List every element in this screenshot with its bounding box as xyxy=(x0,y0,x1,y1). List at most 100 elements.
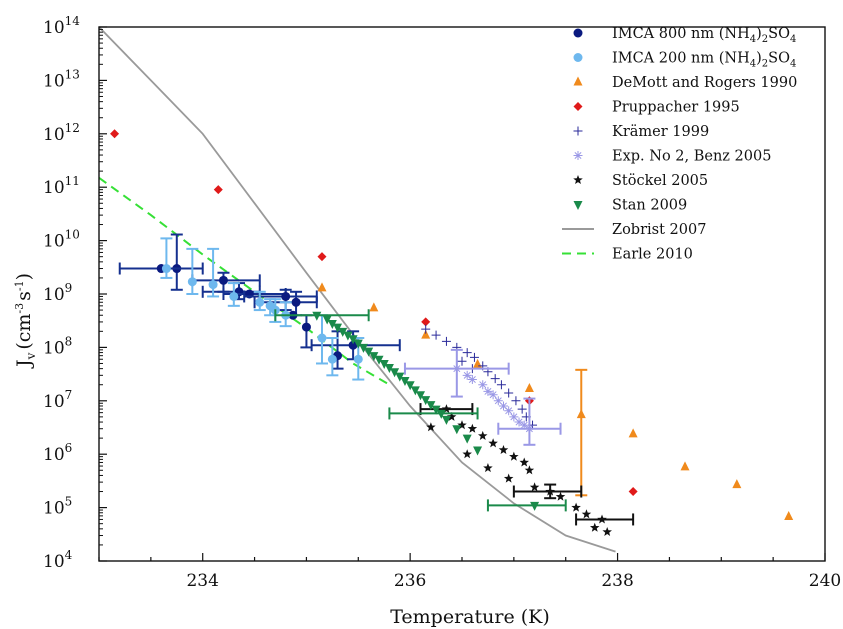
data-point-demott-and-rogers-1990-4 xyxy=(524,382,534,392)
y-tick-label: 108 xyxy=(43,334,72,358)
legend-label-text: SO xyxy=(768,51,790,67)
data-point-st-ckel-2005-5 xyxy=(488,438,498,448)
legend-marker-pruppacher-1995 xyxy=(573,102,583,111)
data-point-st-ckel-2005-7 xyxy=(509,451,519,461)
y-tick-label-exponent: 10 xyxy=(65,228,80,242)
data-point-st-ckel-2005-3 xyxy=(467,423,478,433)
legend-label-subscript: 4 xyxy=(790,59,796,70)
legend-label-stan-2009: Stan 2009 xyxy=(612,198,687,214)
y-tick-label-base: 10 xyxy=(43,18,65,38)
data-point-st-ckel-2005-11 xyxy=(462,449,472,459)
legend-label-subscript: 4 xyxy=(750,59,756,70)
y-tick-label: 1014 xyxy=(43,14,80,38)
data-point-stan-2009-14 xyxy=(390,368,400,378)
legend-label-subscript: 2 xyxy=(762,34,768,45)
y-axis-title-sub: v xyxy=(24,352,38,360)
data-point-st-ckel-2005-20 xyxy=(590,522,600,532)
y-axis-title-unit-exp1: -3 xyxy=(13,303,26,314)
data-point-kr-mer-1999-8 xyxy=(490,374,500,384)
y-axis-title: Jv (cm-3 s-1) xyxy=(13,273,38,369)
legend-label-demott-and-rogers-1990: DeMott and Rogers 1990 xyxy=(612,75,797,91)
data-point-stan-2009-0 xyxy=(312,311,322,321)
data-point-imca-800-nm-nh4-2so4-1 xyxy=(218,275,228,285)
y-tick-label-exponent: 8 xyxy=(65,334,73,348)
data-point-pruppacher-1995-5 xyxy=(628,487,638,497)
data-point-stan-2009-6 xyxy=(348,335,358,345)
data-point-stan-2009-8 xyxy=(358,343,368,353)
y-tick-label-exponent: 5 xyxy=(65,495,73,509)
data-point-imca-800-nm-nh4-2so4-5 xyxy=(291,297,301,307)
data-point-exp-no-2-benz-2005-4 xyxy=(483,386,493,396)
data-point-st-ckel-2005-2 xyxy=(457,420,467,430)
x-tick-label: 238 xyxy=(601,571,633,591)
y-tick-label: 1010 xyxy=(43,228,80,252)
data-point-kr-mer-1999-4 xyxy=(462,348,472,358)
data-point-exp-no-2-benz-2005-12 xyxy=(524,424,534,434)
y-tick-label-base: 10 xyxy=(43,71,65,91)
data-point-exp-no-2-benz-2005-5 xyxy=(488,390,498,400)
data-point-imca-200-nm-nh4-2so4-10 xyxy=(353,354,363,364)
legend-label-subscript: 4 xyxy=(790,34,796,45)
data-point-st-ckel-2005-8 xyxy=(519,457,529,467)
y-tick-label-exponent: 14 xyxy=(65,14,81,28)
y-tick-label-exponent: 13 xyxy=(65,67,80,81)
data-point-stan-2009-16 xyxy=(400,376,410,386)
data-point-stan-2009-21 xyxy=(426,401,436,411)
y-tick-label: 109 xyxy=(43,281,72,305)
legend-label-kr-mer-1999: Krämer 1999 xyxy=(612,124,709,140)
data-point-exp-no-2-benz-2005-7 xyxy=(498,401,508,411)
data-point-imca-200-nm-nh4-2so4-1 xyxy=(187,277,197,287)
y-tick-label: 1012 xyxy=(43,121,80,145)
y-tick-label-exponent: 11 xyxy=(65,174,80,188)
data-point-st-ckel-2005-13 xyxy=(503,473,514,483)
series-line-earle-2010 xyxy=(98,176,390,386)
data-point-st-ckel-2005-15 xyxy=(545,486,555,496)
y-tick-label: 1013 xyxy=(43,67,80,91)
data-point-exp-no-2-benz-2005-9 xyxy=(509,412,519,422)
y-tick-label-base: 10 xyxy=(43,285,65,305)
data-point-imca-200-nm-nh4-2so4-2 xyxy=(208,280,218,290)
data-point-demott-and-rogers-1990-7 xyxy=(680,461,690,471)
data-point-stan-2009-18 xyxy=(410,386,420,396)
data-point-stan-2009-2 xyxy=(327,320,337,330)
legend-label-text: ) xyxy=(756,51,762,67)
data-point-exp-no-2-benz-2005-2 xyxy=(467,375,477,385)
legend-label-text: SO xyxy=(768,26,790,42)
y-tick-label-exponent: 12 xyxy=(65,121,80,135)
data-point-demott-and-rogers-1990-0 xyxy=(317,282,327,292)
y-tick-label-base: 10 xyxy=(43,232,65,252)
legend-label-exp-no-2-benz-2005: Exp. No 2, Benz 2005 xyxy=(612,149,771,165)
y-tick-label-base: 10 xyxy=(43,552,65,572)
data-point-st-ckel-2005-9 xyxy=(524,465,535,475)
legend-marker-exp-no-2-benz-2005 xyxy=(573,151,583,160)
legend-label-st-ckel-2005: Stöckel 2005 xyxy=(612,173,708,189)
data-point-stan-2009-13 xyxy=(384,364,394,374)
y-tick-label-base: 10 xyxy=(43,445,65,465)
y-tick-label: 1011 xyxy=(43,174,80,198)
data-point-kr-mer-1999-11 xyxy=(511,396,521,406)
data-point-demott-and-rogers-1990-9 xyxy=(784,511,794,521)
y-tick-label-exponent: 4 xyxy=(65,548,73,562)
y-tick-label-exponent: 9 xyxy=(65,281,73,295)
legend-label-earle-2010: Earle 2010 xyxy=(612,247,693,263)
data-point-kr-mer-1999-10 xyxy=(504,388,514,398)
data-point-exp-no-2-benz-2005-10 xyxy=(514,417,524,427)
data-point-kr-mer-1999-15 xyxy=(457,356,467,366)
y-tick-label: 106 xyxy=(43,441,72,465)
data-point-stan-2009-20 xyxy=(421,396,431,406)
legend-marker-stan-2009 xyxy=(573,201,583,210)
legend-label-imca-800-nm-nh4-2so4: IMCA 800 nm (NH4)2SO4 xyxy=(612,26,796,45)
data-point-stan-2009-28 xyxy=(530,501,540,511)
data-point-exp-no-2-benz-2005-8 xyxy=(504,406,514,416)
data-point-imca-800-nm-nh4-2so4-4 xyxy=(281,291,291,301)
y-tick-label-exponent: 6 xyxy=(65,441,73,455)
data-point-stan-2009-17 xyxy=(405,381,415,391)
data-point-kr-mer-1999-0 xyxy=(421,324,431,334)
x-tick-label: 236 xyxy=(394,571,426,591)
data-point-st-ckel-2005-4 xyxy=(477,430,488,440)
data-point-stan-2009-1 xyxy=(322,315,332,325)
data-point-demott-and-rogers-1990-2 xyxy=(421,329,431,339)
y-tick-label-base: 10 xyxy=(43,125,65,145)
data-point-kr-mer-1999-12 xyxy=(517,404,527,414)
